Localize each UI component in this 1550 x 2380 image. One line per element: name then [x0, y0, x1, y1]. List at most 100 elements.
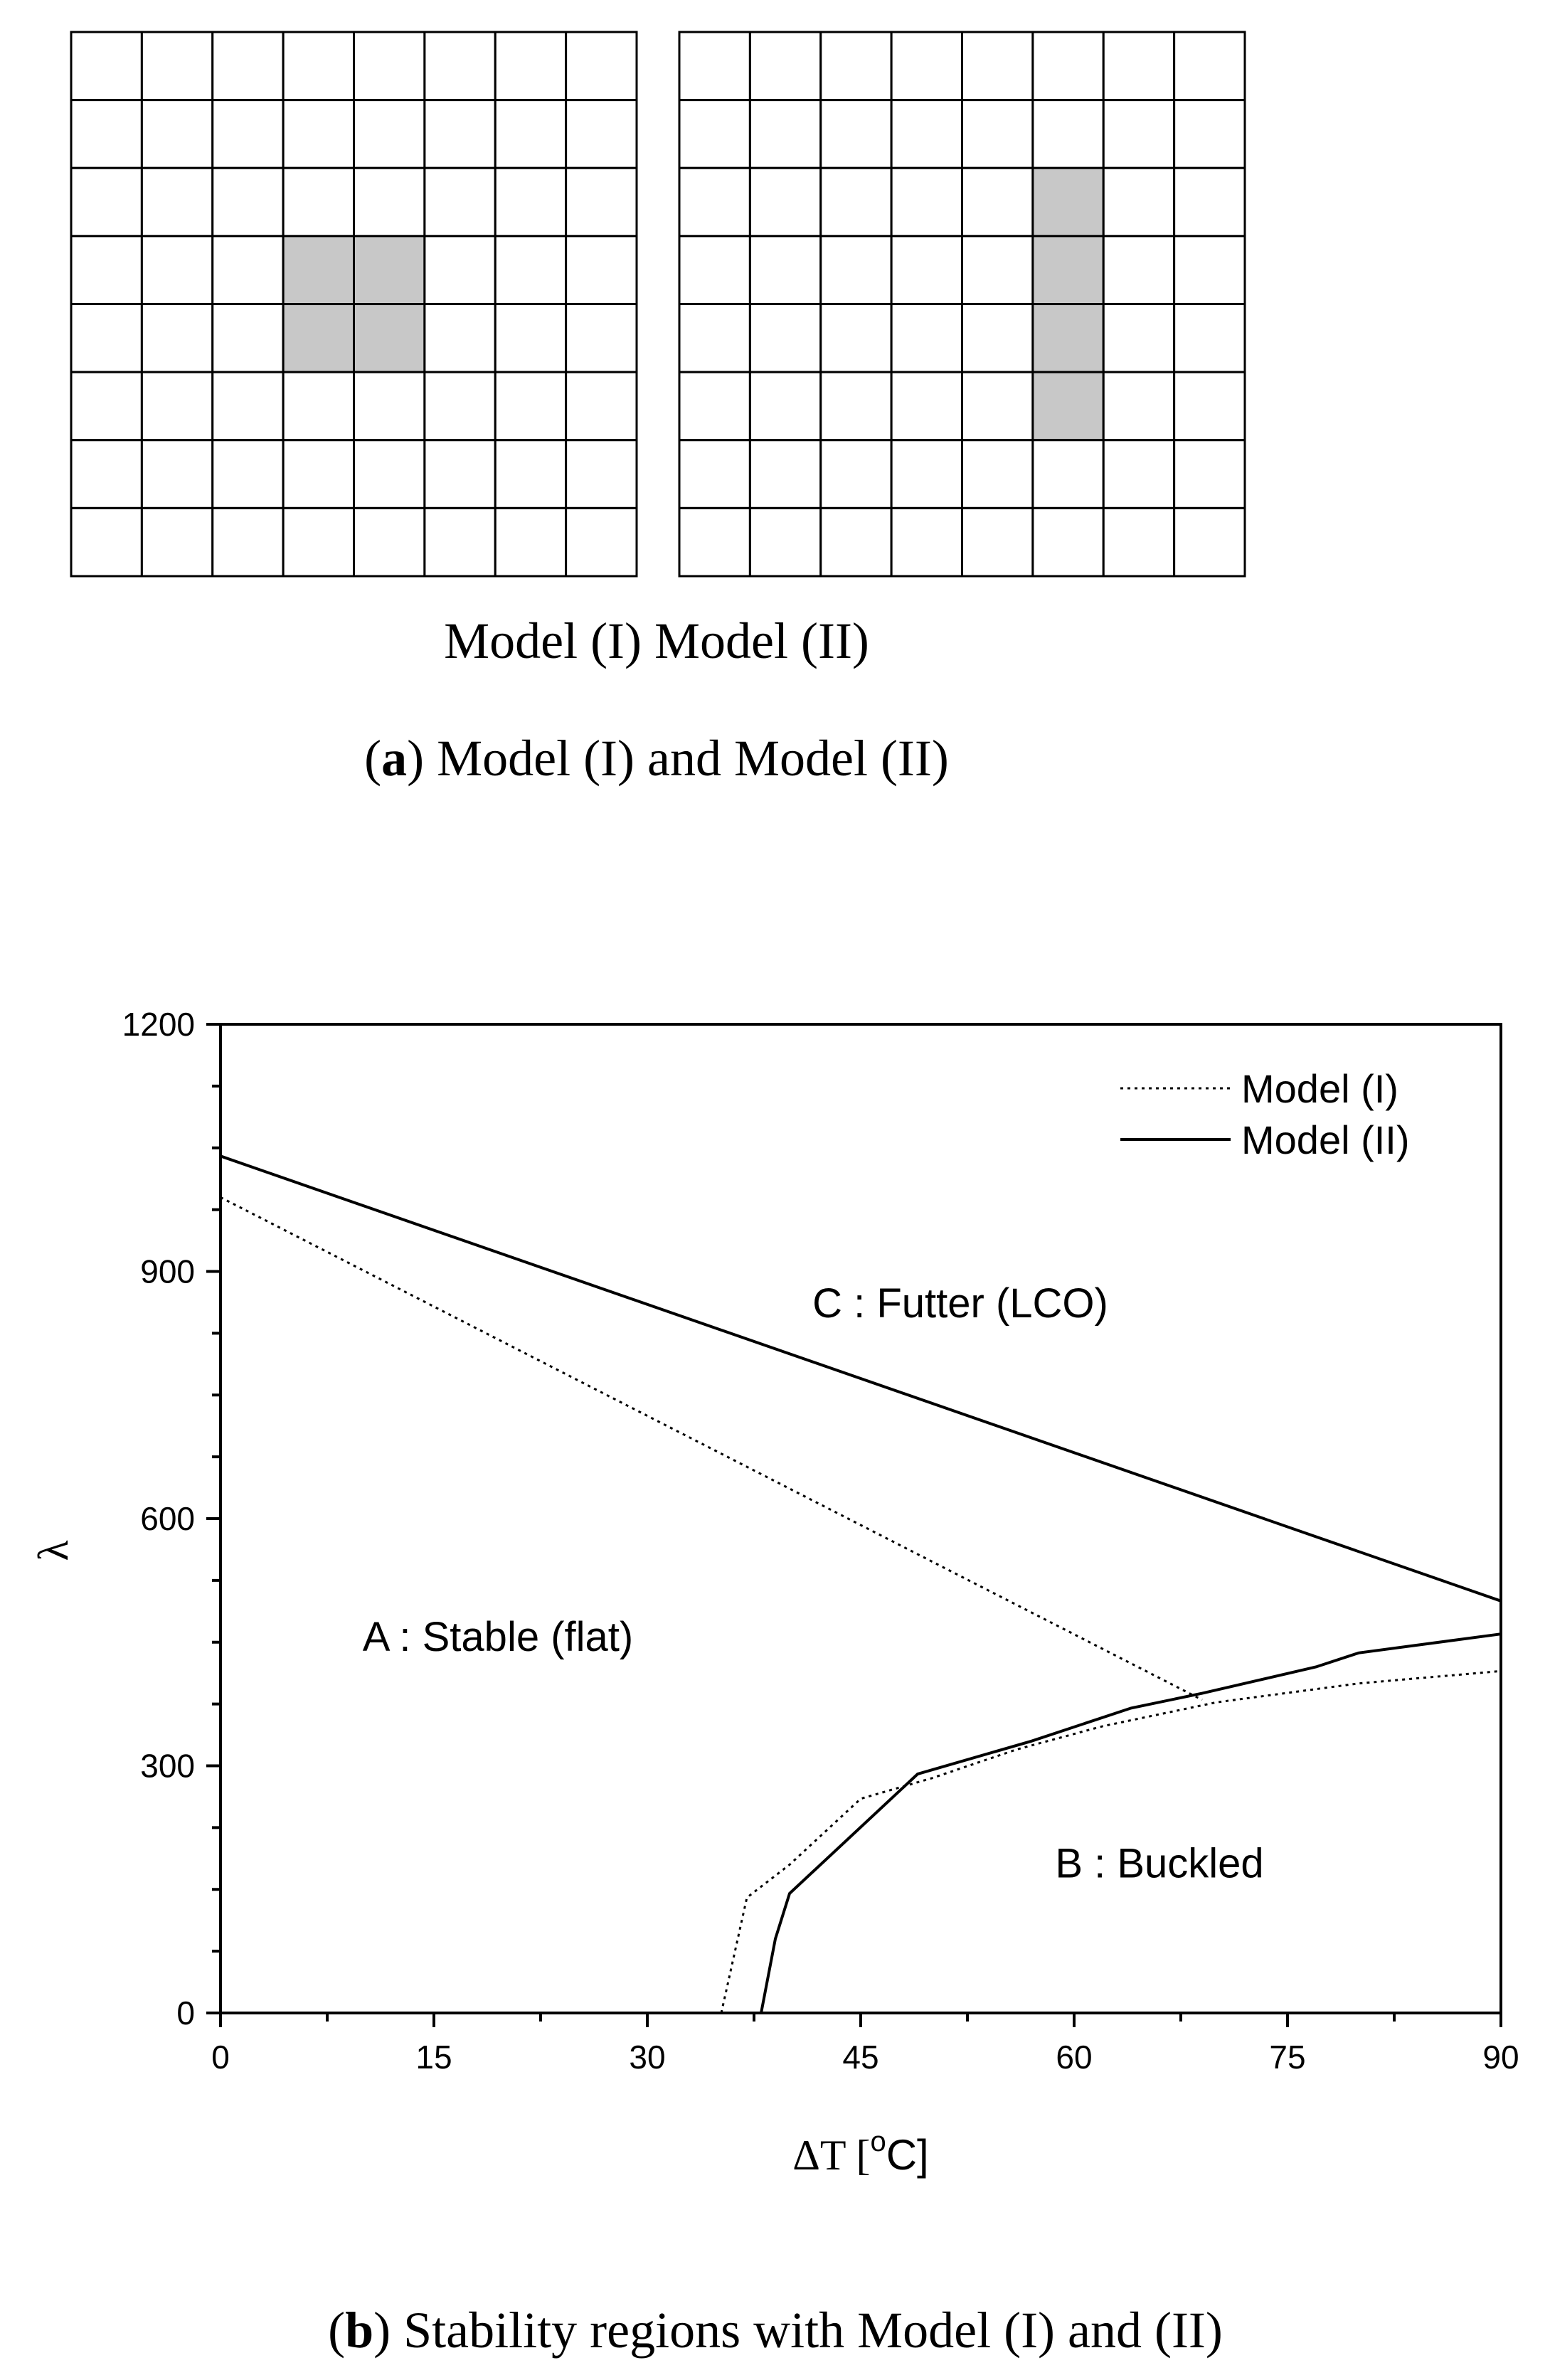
model-2-cell [1173, 506, 1246, 578]
model-1-shaded-cell [353, 303, 426, 373]
model-2-cell [678, 303, 751, 373]
model-2-shaded-cell [1031, 371, 1105, 442]
caption-a-letter: a [381, 730, 407, 787]
model-1-cell [282, 166, 355, 238]
model-2-cell [1173, 235, 1246, 305]
caption-a-text: Model (I) and Model (II) [424, 730, 949, 787]
model-1-cell [211, 371, 285, 442]
y-tick-label: 900 [140, 1253, 195, 1290]
caption-b-text: Stability regions with Model (I) and (II… [391, 2302, 1223, 2359]
model-1-cell [211, 506, 285, 578]
model-2-cell [1102, 439, 1176, 509]
model-2-cell [678, 166, 751, 238]
model-2-cell [819, 506, 893, 578]
model-2-cell [890, 99, 963, 169]
model-2-cell [890, 166, 963, 238]
model-1-cell [353, 506, 426, 578]
model-1-cell [423, 439, 497, 509]
y-tick-label: 1200 [122, 1006, 195, 1043]
model-2-cell [678, 439, 751, 509]
model-1-cell [140, 235, 214, 305]
model-1-cell [211, 31, 285, 102]
model-2-cell [1031, 99, 1105, 169]
model-2-cell [1173, 371, 1246, 442]
model-2-cell [748, 99, 822, 169]
x-tick-label: 45 [842, 2039, 878, 2076]
model-1-cell [423, 303, 497, 373]
model-1-cell [565, 439, 638, 509]
model-1-cell [70, 166, 143, 238]
y-tick-label: 300 [140, 1748, 195, 1785]
x-tick-label: 60 [1056, 2039, 1092, 2076]
x-axis-label: ΔT [oC] [792, 2126, 928, 2179]
model-1-cell [282, 439, 355, 509]
model-1-shaded-cell [282, 235, 355, 305]
model-2-cell [748, 166, 822, 238]
model-1-cell [211, 166, 285, 238]
model-2-cell [819, 439, 893, 509]
model-1-cell [494, 506, 568, 578]
model-1-cell [353, 99, 426, 169]
model-2-cell [1173, 31, 1246, 102]
model-2-cell [748, 506, 822, 578]
model-1-cell [494, 99, 568, 169]
model-1-cell [423, 235, 497, 305]
model-1-cell [282, 506, 355, 578]
model-2-cell [819, 371, 893, 442]
model-1-cell [140, 31, 214, 102]
axis-ticks [206, 1023, 1502, 2027]
series-lines [220, 1154, 1502, 2014]
model-2-cell [890, 506, 963, 578]
x-tick-label: 75 [1269, 2039, 1305, 2076]
model-1-cell [494, 371, 568, 442]
model-2-cell [1173, 166, 1246, 238]
caption-b-letter: b [345, 2302, 373, 2359]
model-2-cell [1102, 166, 1176, 238]
x-tick-label: 90 [1482, 2039, 1519, 2076]
model-1-cell [423, 99, 497, 169]
model-2-cell [961, 439, 1034, 509]
model-1-cell [70, 99, 143, 169]
model-1-cell [140, 99, 214, 169]
model-1-cell [282, 371, 355, 442]
model-1-cell [140, 439, 214, 509]
model-1-cell [140, 166, 214, 238]
series-2-line [760, 1632, 1502, 2014]
model-2-cell [678, 506, 751, 578]
model-1-cell [353, 31, 426, 102]
model-1-cell [70, 235, 143, 305]
model-1-cell [282, 31, 355, 102]
y-tick-label: 0 [176, 1994, 195, 2031]
model-2-cell [961, 166, 1034, 238]
model-1-cell [211, 99, 285, 169]
series-2-line [220, 1154, 1502, 1603]
model-2-cell [1173, 303, 1246, 373]
model-2-cell [961, 506, 1034, 578]
model-2-cell [890, 235, 963, 305]
x-axis-label-prefix: ΔT [ [792, 2132, 870, 2179]
legend: Model (I) Model (II) [1120, 1066, 1410, 1162]
model-1-cell [494, 439, 568, 509]
model-2-cell [1102, 99, 1176, 169]
model-2-cell [1173, 99, 1246, 169]
x-axis-label-suffix: C] [886, 2131, 929, 2179]
region-label: B : Buckled [1055, 1841, 1263, 1887]
model-2-cell [678, 99, 751, 169]
model-1-shaded-cell [282, 303, 355, 373]
model-2-cell [961, 371, 1034, 442]
model-2-cell [819, 166, 893, 238]
region-label: A : Stable (flat) [363, 1614, 633, 1660]
model-2-cell [890, 31, 963, 102]
model-1-cell [494, 235, 568, 305]
model-2-cell [890, 439, 963, 509]
model-2-cell [748, 439, 822, 509]
model-1-cell [211, 303, 285, 373]
model-1-cell [565, 99, 638, 169]
series-1-line [220, 1196, 1203, 1701]
region-annotations: C : Futter (LCO) A : Stable (flat) B : Buc… [363, 1280, 1264, 1887]
model-2-cell [748, 371, 822, 442]
model-2-cell [678, 235, 751, 305]
